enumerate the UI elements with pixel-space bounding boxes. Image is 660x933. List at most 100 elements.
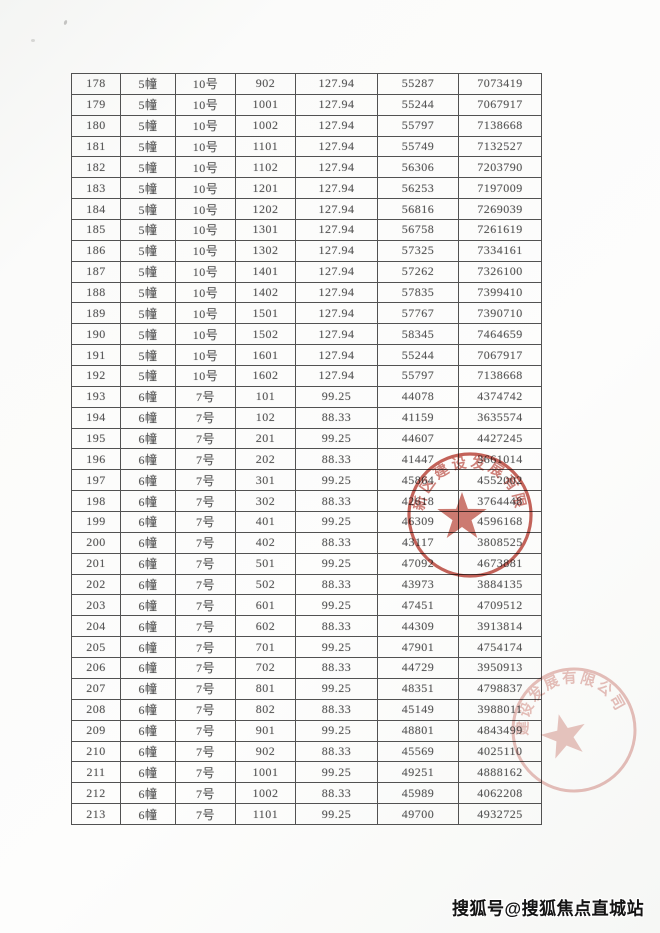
cell-total-price: 4709512 — [458, 594, 542, 617]
table-row: 182 5幢 10号 1102 127.94 56306 7203790 — [71, 156, 542, 179]
table-row: 199 6幢 7号 401 99.25 46309 4596168 — [71, 511, 542, 533]
cell-unit-price: 47451 — [377, 594, 459, 617]
cell-total-price: 3808525 — [458, 531, 542, 554]
cell-row-number: 180 — [71, 114, 121, 137]
cell-area: 88.33 — [295, 698, 378, 721]
table-row: 192 5幢 10号 1602 127.94 55797 7138668 — [71, 365, 542, 387]
cell-unit-price: 44607 — [377, 427, 459, 450]
cell-building: 6幢 — [120, 803, 176, 825]
cell-unit-price: 41447 — [377, 448, 459, 471]
cell-unit-price: 58345 — [377, 323, 459, 346]
table-row: 200 6幢 7号 402 88.33 43117 3808525 — [71, 531, 542, 554]
cell-row-number: 203 — [71, 594, 121, 617]
cell-unit-price: 44729 — [377, 657, 459, 679]
sohu-watermark: 搜狐号@搜狐焦点直城站 — [452, 898, 645, 919]
cell-row-number: 189 — [71, 302, 121, 325]
cell-room: 201 — [235, 427, 296, 450]
cell-room: 1201 — [235, 177, 296, 200]
cell-room: 1301 — [235, 219, 296, 241]
table-row: 179 5幢 10号 1001 127.94 55244 7067917 — [71, 93, 542, 116]
cell-room: 1002 — [235, 114, 296, 137]
cell-unit: 7号 — [175, 448, 236, 471]
cell-building: 6幢 — [120, 594, 176, 617]
cell-area: 99.25 — [295, 427, 378, 450]
cell-total-price: 7334161 — [458, 239, 542, 262]
cell-area: 99.25 — [295, 469, 378, 492]
table-row: 187 5幢 10号 1401 127.94 57262 7326100 — [71, 260, 542, 283]
cell-area: 99.25 — [295, 385, 378, 408]
table-row: 197 6幢 7号 301 99.25 45864 4552002 — [71, 469, 542, 492]
cell-unit: 10号 — [175, 93, 236, 116]
cell-unit: 7号 — [175, 615, 236, 638]
cell-row-number: 201 — [71, 552, 121, 575]
cell-row-number: 205 — [71, 636, 121, 659]
cell-total-price: 7138668 — [458, 114, 542, 137]
cell-unit: 7号 — [175, 552, 236, 575]
cell-total-price: 4754174 — [458, 636, 542, 659]
cell-unit: 7号 — [175, 657, 236, 679]
cell-row-number: 197 — [71, 469, 121, 492]
cell-unit-price: 47092 — [377, 552, 459, 575]
cell-unit: 7号 — [175, 511, 236, 533]
cell-row-number: 202 — [71, 573, 121, 596]
cell-total-price: 7067917 — [458, 344, 542, 367]
cell-total-price: 7261619 — [458, 219, 542, 241]
cell-total-price: 4888162 — [458, 761, 542, 784]
price-table-body: 178 5幢 10号 902 127.94 55287 7073419 179 … — [71, 73, 542, 825]
cell-room: 302 — [235, 490, 296, 513]
cell-total-price: 7138668 — [458, 365, 542, 387]
cell-area: 99.25 — [295, 761, 378, 784]
cell-row-number: 198 — [71, 490, 121, 513]
cell-row-number: 185 — [71, 219, 121, 241]
cell-unit-price: 49251 — [377, 761, 459, 784]
cell-row-number: 192 — [71, 365, 121, 387]
cell-room: 1302 — [235, 239, 296, 262]
table-row: 193 6幢 7号 101 99.25 44078 4374742 — [71, 385, 542, 408]
table-row: 178 5幢 10号 902 127.94 55287 7073419 — [71, 73, 542, 95]
table-row: 180 5幢 10号 1002 127.94 55797 7138668 — [71, 114, 542, 137]
cell-area: 99.25 — [295, 511, 378, 533]
cell-row-number: 190 — [71, 323, 121, 346]
cell-row-number: 206 — [71, 657, 121, 679]
cell-row-number: 207 — [71, 677, 121, 700]
cell-total-price: 4596168 — [458, 511, 542, 533]
cell-room: 102 — [235, 406, 296, 429]
cell-area: 99.25 — [295, 636, 378, 659]
cell-unit-price: 55797 — [377, 365, 459, 387]
cell-room: 701 — [235, 636, 296, 659]
cell-room: 1101 — [235, 135, 296, 158]
cell-unit: 7号 — [175, 469, 236, 492]
cell-area: 99.25 — [295, 803, 378, 825]
cell-total-price: 4025110 — [458, 740, 542, 763]
cell-row-number: 204 — [71, 615, 121, 638]
cell-unit-price: 55244 — [377, 93, 459, 116]
cell-area: 127.94 — [295, 177, 378, 200]
cell-unit: 7号 — [175, 406, 236, 429]
cell-area: 127.94 — [295, 114, 378, 137]
cell-unit-price: 44309 — [377, 615, 459, 638]
cell-building: 5幢 — [120, 73, 176, 95]
cell-unit-price: 57325 — [377, 239, 459, 262]
cell-building: 5幢 — [120, 344, 176, 367]
cell-building: 5幢 — [120, 114, 176, 137]
scan-speck — [31, 39, 35, 42]
cell-unit-price: 41159 — [377, 406, 459, 429]
cell-room: 202 — [235, 448, 296, 471]
table-row: 212 6幢 7号 1002 88.33 45989 4062208 — [71, 782, 542, 805]
cell-unit-price: 48801 — [377, 719, 459, 742]
cell-total-price: 4427245 — [458, 427, 542, 450]
cell-area: 127.94 — [295, 344, 378, 367]
cell-total-price: 3635574 — [458, 406, 542, 429]
table-row: 183 5幢 10号 1201 127.94 56253 7197009 — [71, 177, 542, 200]
scan-speck — [63, 19, 68, 26]
cell-area: 99.25 — [295, 677, 378, 700]
cell-unit: 7号 — [175, 677, 236, 700]
table-row: 190 5幢 10号 1502 127.94 58345 7464659 — [71, 323, 542, 346]
cell-building: 6幢 — [120, 761, 176, 784]
cell-unit-price: 42618 — [377, 490, 459, 513]
cell-building: 6幢 — [120, 657, 176, 679]
cell-row-number: 181 — [71, 135, 121, 158]
cell-total-price: 4798837 — [458, 677, 542, 700]
cell-total-price: 7203790 — [458, 156, 542, 179]
cell-total-price: 4552002 — [458, 469, 542, 492]
